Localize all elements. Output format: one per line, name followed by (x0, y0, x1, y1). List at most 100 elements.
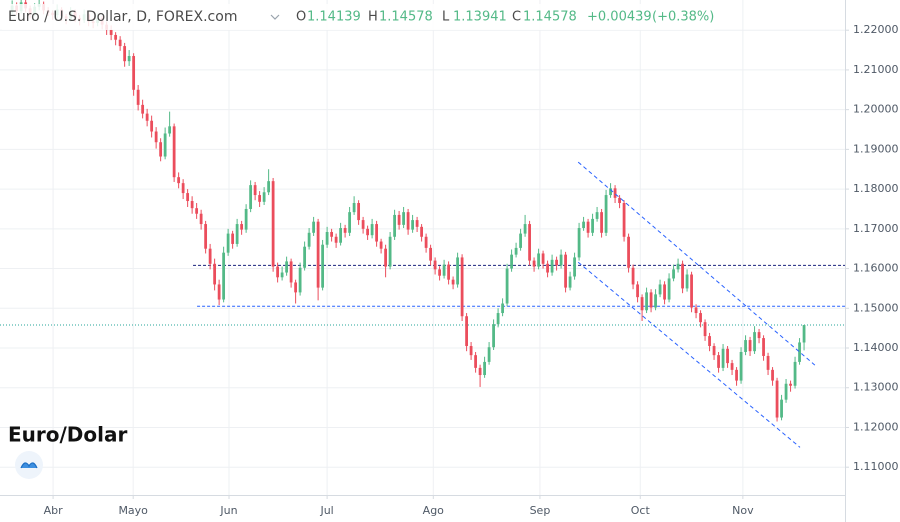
candle-body (703, 322, 707, 337)
candle-body (757, 332, 761, 339)
candle-body (159, 142, 163, 157)
candle-body (415, 220, 419, 227)
candle-body (559, 254, 563, 266)
candle-body (573, 257, 576, 277)
y-tick-label: 1.12000 (853, 420, 899, 433)
candle-body (577, 228, 581, 258)
candle-body (586, 221, 590, 233)
candle-body (163, 133, 167, 157)
candle-body (181, 183, 185, 194)
candle-body (568, 276, 572, 288)
candle-body (294, 282, 298, 293)
candle-body (330, 232, 334, 237)
candle-body (730, 363, 734, 370)
candle-body (438, 269, 441, 276)
ohlc-value: 1.14139 (307, 10, 361, 25)
candle-body (244, 208, 248, 230)
candle-body (267, 181, 271, 193)
candle-body (321, 244, 325, 288)
candle-body (541, 253, 545, 264)
axes: 1.11000 1.12000 1.13000 1.14000 1.15000 1.160… (44, 23, 899, 517)
candle-body (451, 279, 455, 285)
candle-body (618, 197, 621, 204)
candle-body (114, 34, 118, 40)
y-tick-label: 1.15000 (853, 301, 899, 314)
candle-body (379, 241, 383, 249)
candle-body (762, 338, 765, 356)
candle-body (802, 325, 806, 343)
candle-body (501, 303, 504, 314)
candle-body (384, 248, 387, 267)
candle-body (226, 233, 230, 253)
candle-body (307, 232, 311, 247)
candle-body (235, 224, 239, 244)
settings-icon[interactable] (270, 14, 280, 20)
x-tick-label: Ago (423, 504, 445, 517)
candle-body (447, 264, 450, 280)
candle-body (492, 324, 495, 348)
candle-body (690, 274, 693, 308)
candle-body (285, 261, 289, 273)
candle-body (109, 29, 113, 35)
candle-body (433, 260, 437, 270)
x-tick-label: Nov (732, 504, 754, 517)
candle-body (753, 332, 756, 352)
candle-body (793, 361, 797, 386)
candle-body (231, 233, 235, 244)
candle-body (352, 203, 356, 213)
y-tick-label: 1.16000 (853, 262, 899, 275)
candle-body (312, 221, 316, 233)
candle-body (258, 195, 262, 202)
candle-body (420, 226, 423, 237)
candle-body (334, 236, 338, 243)
candle-body (429, 247, 432, 261)
candle-body (685, 274, 689, 289)
candle-body (375, 224, 379, 242)
candle-body (240, 224, 244, 230)
candle-body (775, 380, 779, 418)
candle-body (348, 212, 352, 233)
candle-body (357, 203, 361, 221)
candle-body (789, 383, 792, 386)
candle-body (276, 266, 280, 278)
candle-body (582, 221, 585, 229)
candle-body (514, 247, 518, 255)
candle-body (370, 224, 374, 236)
candle-body (339, 228, 343, 243)
x-tick-label: Sep (530, 504, 551, 517)
candle-body (456, 257, 459, 285)
candle-body (667, 278, 671, 300)
candle-body (424, 236, 428, 248)
x-tick-label: Jul (319, 504, 333, 517)
candle-body (249, 185, 253, 209)
candle-body (654, 294, 657, 308)
candle-body (771, 369, 774, 381)
ohlc-label: L (442, 10, 450, 25)
candle-body (636, 284, 639, 298)
ohlc-value: 1.13941 (453, 10, 507, 25)
candle-body (172, 126, 176, 178)
logo-icon[interactable] (15, 451, 43, 479)
candle-body (204, 224, 208, 249)
candle-body (208, 248, 212, 264)
candle-body (123, 46, 127, 62)
legend-background (2, 4, 714, 30)
candle-body (748, 340, 752, 352)
candle-body (303, 246, 307, 268)
candle-body (721, 348, 725, 368)
candle-body (712, 346, 716, 356)
y-tick-label: 1.14000 (853, 341, 899, 354)
candle-body (366, 228, 370, 236)
y-tick-label: 1.22000 (853, 23, 899, 36)
candle-body (222, 252, 226, 300)
candle-body (168, 126, 172, 134)
change-value: +0.00439 (587, 10, 652, 25)
candle-body (186, 193, 190, 202)
candle-body (127, 56, 131, 62)
ohlc-label: O (296, 10, 306, 25)
candle-body (316, 221, 320, 288)
candle-body (483, 361, 486, 376)
candle-body (487, 347, 491, 362)
